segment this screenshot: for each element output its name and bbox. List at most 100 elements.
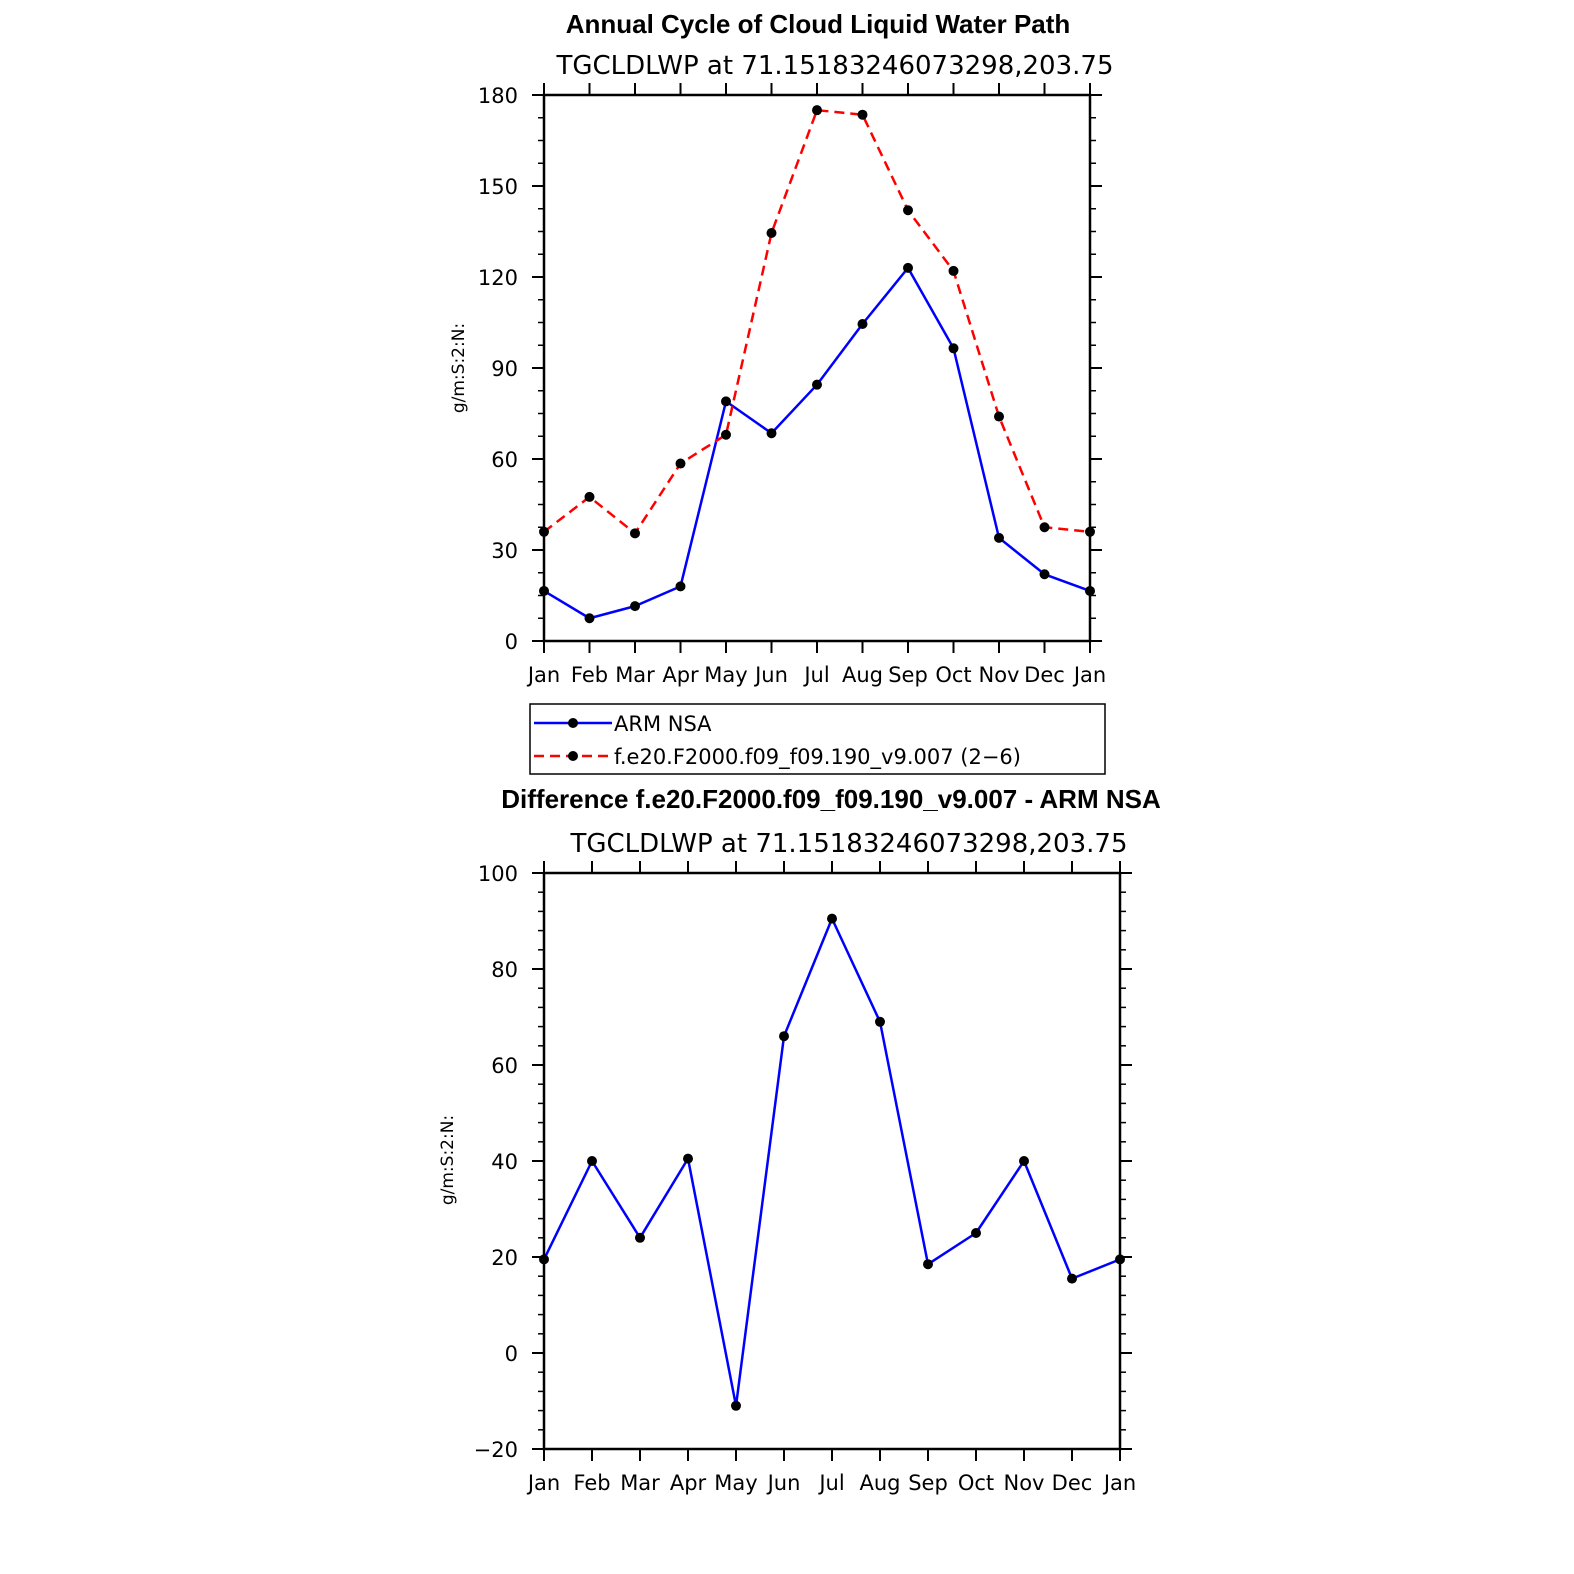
data-point (630, 528, 640, 539)
data-point (1115, 1254, 1125, 1265)
data-point (923, 1259, 933, 1270)
data-point (675, 458, 686, 469)
y-tick-label: 20 (491, 1246, 518, 1270)
legend-label-arm-nsa: ARM NSA (614, 712, 712, 736)
data-point (812, 379, 822, 390)
y-axis-label: g/m:S:2:N: (449, 323, 469, 413)
chart-subtitle: TGCLDLWP at 71.15183246073298,203.75 (569, 829, 1127, 859)
x-tick-label: Feb (571, 663, 608, 687)
data-point (827, 913, 837, 924)
data-point (539, 585, 549, 596)
legend-box (529, 703, 1106, 775)
data-point (766, 228, 777, 239)
x-tick-label: May (714, 1471, 757, 1495)
legend-marker-model (568, 751, 578, 761)
data-point (721, 396, 731, 407)
x-tick-label: Jan (526, 1471, 560, 1495)
data-point (994, 532, 1004, 543)
data-point (675, 581, 686, 592)
x-tick-label: Oct (958, 1471, 994, 1495)
y-tick-labels: 0 30 60 90 120 150 180 (478, 84, 518, 654)
x-tick-label: Dec (1024, 663, 1065, 687)
difference-chart: Difference f.e20.F2000.f09_f09.190_v9.00… (438, 784, 1161, 1495)
series-line-arm-nsa (543, 266, 1091, 620)
y-tick-label: 80 (491, 958, 518, 982)
data-point (875, 1016, 885, 1027)
y-tick-label: 90 (491, 357, 518, 381)
x-tick-label: Nov (1004, 1471, 1045, 1495)
legend-marker-arm-nsa (568, 718, 578, 728)
y-tick-label: 60 (491, 1054, 518, 1078)
series-line-f-e20-f2000-f09-f09-190-v9-007-2-6 (543, 108, 1091, 535)
data-point (971, 1228, 981, 1238)
axis-ticks (532, 861, 1132, 1461)
data-point (857, 109, 868, 120)
x-tick-label: Jul (802, 663, 829, 687)
x-tick-label: Nov (979, 663, 1020, 687)
chart-subtitle: TGCLDLWP at 71.15183246073298,203.75 (555, 51, 1113, 81)
annual-cycle-chart: Annual Cycle of Cloud Liquid Water Path … (449, 9, 1114, 775)
y-tick-label: 0 (505, 630, 518, 654)
series-line-difference (542, 917, 1121, 1408)
x-tick-label: Jan (1102, 1471, 1136, 1495)
y-tick-label: 0 (505, 1342, 518, 1366)
data-point (635, 1232, 645, 1243)
data-point (587, 1156, 597, 1166)
data-point (721, 429, 731, 440)
y-tick-label: 60 (491, 448, 518, 472)
chart-title: Annual Cycle of Cloud Liquid Water Path (566, 9, 1071, 39)
x-tick-label: Oct (935, 663, 971, 687)
y-tick-label: 180 (478, 84, 518, 108)
data-point (903, 205, 913, 216)
data-point (1085, 526, 1095, 537)
x-tick-label: Mar (620, 1471, 660, 1495)
data-point (584, 613, 595, 624)
data-point (539, 1254, 549, 1265)
x-tick-label: Sep (888, 663, 928, 687)
legend: ARM NSA f.e20.F2000.f09_f09.190_v9.007 (… (529, 703, 1106, 775)
legend-label-model: f.e20.F2000.f09_f09.190_v9.007 (2−6) (614, 745, 1021, 770)
data-point (1039, 569, 1050, 580)
x-tick-label: Aug (842, 663, 883, 687)
chart-title: Difference f.e20.F2000.f09_f09.190_v9.00… (501, 784, 1161, 814)
data-point (812, 105, 822, 116)
x-tick-label: Jan (526, 663, 560, 687)
plot-frame (542, 871, 1122, 1451)
y-tick-label: 120 (478, 266, 518, 290)
series-markers (539, 105, 1095, 624)
x-tick-labels: Jan Feb Mar Apr May Jun Jul Aug Sep Oct Nov Dec Jan (526, 1471, 1136, 1495)
data-point (779, 1031, 789, 1042)
x-tick-label: Aug (859, 1471, 900, 1495)
plot-frame (542, 93, 1092, 643)
x-tick-label: Jul (817, 1471, 844, 1495)
data-point (683, 1153, 693, 1164)
data-point (539, 526, 549, 537)
x-tick-label: Jun (766, 1471, 801, 1495)
series-markers (539, 913, 1125, 1411)
x-tick-label: Apr (662, 663, 699, 687)
x-tick-label: Jun (753, 663, 788, 687)
data-point (948, 265, 959, 276)
x-tick-label: Dec (1052, 1471, 1093, 1495)
series-lines (542, 917, 1121, 1408)
x-tick-label: Apr (670, 1471, 707, 1495)
data-point (766, 428, 777, 439)
series-lines (543, 108, 1091, 620)
y-tick-labels: −20 0 20 40 60 80 100 (474, 862, 518, 1462)
y-tick-label: 30 (491, 539, 518, 563)
data-point (731, 1400, 741, 1411)
axis-ticks (532, 83, 1102, 653)
x-tick-label: Sep (908, 1471, 948, 1495)
data-point (1067, 1273, 1077, 1284)
y-tick-label: 100 (478, 862, 518, 886)
x-tick-label: Feb (573, 1471, 610, 1495)
data-point (994, 411, 1004, 422)
y-tick-label: 40 (491, 1150, 518, 1174)
y-tick-label: −20 (474, 1438, 518, 1462)
x-tick-labels: Jan Feb Mar Apr May Jun Jul Aug Sep Oct Nov Dec Jan (526, 663, 1106, 687)
data-point (1019, 1156, 1029, 1166)
y-axis-label: g/m:S:2:N: (438, 1115, 458, 1205)
y-tick-label: 150 (478, 175, 518, 199)
x-tick-label: May (704, 663, 747, 687)
